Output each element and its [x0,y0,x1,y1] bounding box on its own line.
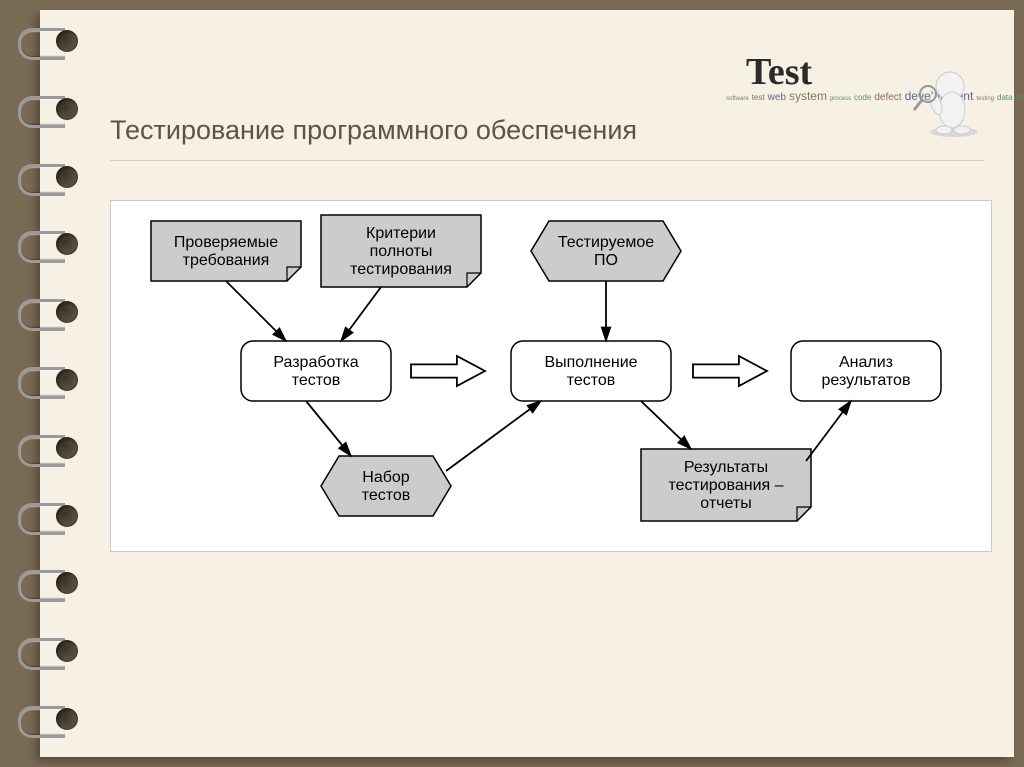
svg-text:Выполнение: Выполнение [544,354,637,371]
svg-text:отчеты: отчеты [700,495,751,512]
binder-ring [22,562,80,604]
svg-text:Результаты: Результаты [684,459,768,476]
node-analyze: Анализрезультатов [791,341,941,401]
edge [226,281,286,341]
svg-text:тестирования –: тестирования – [668,477,783,494]
edge [641,401,691,449]
spiral-binder [22,20,80,740]
node-reports: Результатытестирования –отчеты [641,449,811,521]
logo-word: Test [746,50,812,94]
flowchart: ПроверяемыетребованияКритерииполнотытест… [110,200,992,552]
binder-ring [22,630,80,672]
binder-ring [22,223,80,265]
svg-text:полноты: полноты [370,243,433,260]
block-arrow [693,356,767,386]
svg-text:тестирования: тестирования [350,261,452,278]
svg-text:Разработка: Разработка [273,354,358,371]
svg-text:Анализ: Анализ [839,354,893,371]
binder-ring [22,495,80,537]
mascot-icon [906,60,986,140]
binder-ring [22,291,80,333]
node-dev: Разработкатестов [241,341,391,401]
slide-title: Тестирование программного обеспечения [110,115,637,146]
svg-text:тестов: тестов [362,487,411,504]
svg-text:требования: требования [183,252,270,269]
slide: Тестирование программного обеспечения Te… [40,10,1014,757]
block-arrow [411,356,485,386]
word-cloud: softwaretestwebsystemprocesscodedefectde… [726,92,896,103]
node-crit: Критерииполнотытестирования [321,215,481,287]
node-exec: Выполнениетестов [511,341,671,401]
slide-outer: Тестирование программного обеспечения Te… [0,0,1024,767]
svg-text:результатов: результатов [822,372,911,389]
node-sw: ТестируемоеПО [531,221,681,281]
svg-text:тестов: тестов [567,372,616,389]
svg-text:Критерии: Критерии [366,225,436,242]
node-req: Проверяемыетребования [151,221,301,281]
binder-ring [22,88,80,130]
title-rule [110,160,984,161]
edge [446,401,541,471]
svg-text:ПО: ПО [594,252,618,269]
binder-ring [22,427,80,469]
flowchart-svg: ПроверяемыетребованияКритерииполнотытест… [111,201,991,551]
node-suite: Набортестов [321,456,451,516]
binder-ring [22,359,80,401]
binder-ring [22,156,80,198]
svg-text:Тестируемое: Тестируемое [558,234,654,251]
logo-block: Test softwaretestwebsystemprocesscodedef… [726,50,986,150]
svg-text:Проверяемые: Проверяемые [174,234,278,251]
edge [306,401,351,456]
svg-text:тестов: тестов [292,372,341,389]
edge [341,287,381,341]
edge [806,401,851,461]
binder-ring [22,20,80,62]
binder-ring [22,698,80,740]
svg-text:Набор: Набор [362,469,410,486]
